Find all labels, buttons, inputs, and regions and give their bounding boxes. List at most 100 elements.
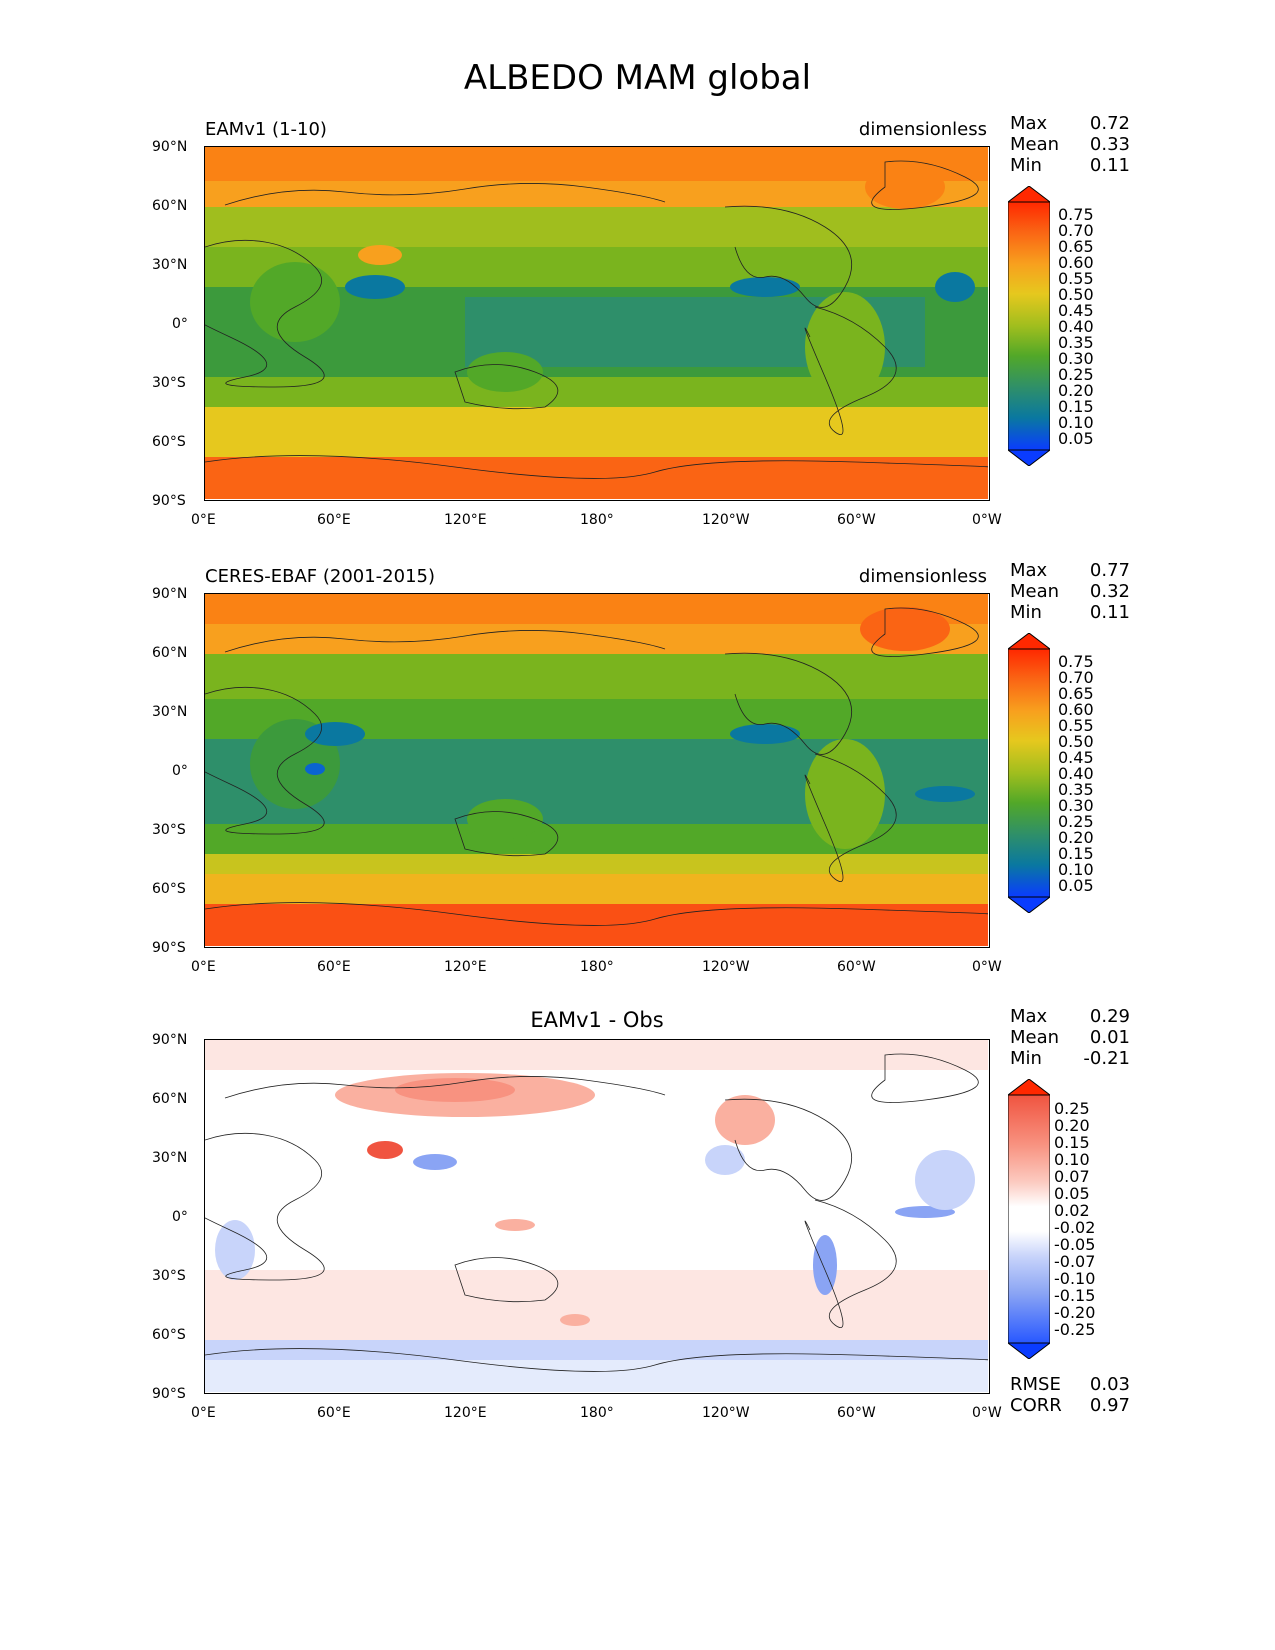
stat-min-value: 0.11 bbox=[1089, 602, 1130, 623]
lat-tick: 30°N bbox=[152, 704, 188, 720]
colorbar-tick: 0.70 bbox=[1058, 221, 1094, 240]
colorbar-tick: 0.50 bbox=[1058, 285, 1094, 304]
lon-tick: 0°W bbox=[972, 512, 1002, 528]
stat-mean-value: 0.01 bbox=[1089, 1027, 1130, 1048]
lat-tick: 90°N bbox=[152, 586, 188, 602]
stat-corr-label: CORR bbox=[1010, 1395, 1062, 1416]
panel-title: EAMv1 (1-10) bbox=[205, 119, 327, 140]
stat-min-label: Min bbox=[1010, 155, 1042, 176]
lat-tick: 60°S bbox=[152, 1327, 186, 1343]
colorbar-tick: -0.10 bbox=[1054, 1269, 1096, 1288]
lon-tick: 180° bbox=[580, 1405, 614, 1421]
colorbar-tick: 0.65 bbox=[1058, 237, 1094, 256]
lon-tick: 60°W bbox=[837, 959, 876, 975]
stat-max-value: 0.77 bbox=[1089, 560, 1130, 581]
colorbar-tick: 0.15 bbox=[1058, 844, 1094, 863]
stat-mean-label: Mean bbox=[1010, 134, 1060, 155]
lat-tick: 30°S bbox=[152, 375, 186, 391]
lat-tick: 90°N bbox=[152, 1032, 188, 1048]
colorbar-tick: 0.05 bbox=[1058, 429, 1094, 448]
colorbar-tick: 0.30 bbox=[1058, 796, 1094, 815]
colorbar-tick: 0.10 bbox=[1058, 413, 1094, 432]
stat-mean-value: 0.32 bbox=[1089, 581, 1130, 602]
stat-mean-label: Mean bbox=[1010, 1027, 1060, 1048]
colorbar-tick: 0.75 bbox=[1058, 652, 1094, 671]
colorbar-tick: -0.05 bbox=[1054, 1235, 1096, 1254]
colorbar-tick: 0.65 bbox=[1058, 684, 1094, 703]
lat-tick: 60°N bbox=[152, 645, 188, 661]
colorbar-tick: -0.02 bbox=[1054, 1218, 1096, 1237]
stat-max-label: Max bbox=[1010, 113, 1048, 134]
colorbar-tick: 0.55 bbox=[1058, 269, 1094, 288]
colorbar-tick: 0.05 bbox=[1058, 876, 1094, 895]
lon-tick: 60°W bbox=[837, 512, 876, 528]
lon-tick: 120°W bbox=[702, 959, 750, 975]
lat-tick: 60°N bbox=[152, 1091, 188, 1107]
lat-tick: 0° bbox=[172, 763, 188, 779]
lon-tick: 180° bbox=[580, 512, 614, 528]
colorbar-tick: 0.15 bbox=[1054, 1133, 1090, 1152]
stat-max-label: Max bbox=[1010, 1006, 1048, 1027]
map-obs-albedo bbox=[204, 593, 990, 948]
colorbar-tick: 0.25 bbox=[1058, 812, 1094, 831]
map-difference bbox=[204, 1039, 990, 1394]
stat-corr-value: 0.97 bbox=[1089, 1395, 1130, 1416]
stat-max-label: Max bbox=[1010, 560, 1048, 581]
colorbar-tick: 0.20 bbox=[1054, 1116, 1090, 1135]
colorbar-tick: 0.45 bbox=[1058, 748, 1094, 767]
lat-tick: 0° bbox=[172, 316, 188, 332]
colorbar-tick: 0.60 bbox=[1058, 253, 1094, 272]
colorbar-tick: 0.35 bbox=[1058, 780, 1094, 799]
colorbar-tick: 0.20 bbox=[1058, 381, 1094, 400]
lon-tick: 0°W bbox=[972, 1405, 1002, 1421]
lat-tick: 30°S bbox=[152, 1268, 186, 1284]
lat-tick: 60°S bbox=[152, 881, 186, 897]
lon-tick: 60°E bbox=[317, 1405, 351, 1421]
stat-min-label: Min bbox=[1010, 1048, 1042, 1069]
lat-tick: 30°N bbox=[152, 1150, 188, 1166]
colorbar-tick: 0.60 bbox=[1058, 700, 1094, 719]
stat-max-value: 0.72 bbox=[1089, 113, 1130, 134]
colorbar-tick: -0.07 bbox=[1054, 1252, 1096, 1271]
figure-title: ALBEDO MAM global bbox=[463, 58, 812, 98]
colorbar-tick: 0.20 bbox=[1058, 828, 1094, 847]
colorbar-tick: 0.05 bbox=[1054, 1184, 1090, 1203]
colorbar-tick: 0.15 bbox=[1058, 397, 1094, 416]
lon-tick: 120°W bbox=[702, 512, 750, 528]
lon-tick: 0°W bbox=[972, 959, 1002, 975]
colorbar-tick: 0.50 bbox=[1058, 732, 1094, 751]
lat-tick: 30°N bbox=[152, 257, 188, 273]
stat-min-label: Min bbox=[1010, 602, 1042, 623]
colorbar-tick: 0.30 bbox=[1058, 349, 1094, 368]
colorbar-tick: 0.02 bbox=[1054, 1201, 1090, 1220]
colorbar-tick: 0.40 bbox=[1058, 317, 1094, 336]
panel-title: EAMv1 - Obs bbox=[530, 1008, 664, 1032]
lat-tick: 60°S bbox=[152, 434, 186, 450]
lat-tick: 60°N bbox=[152, 198, 188, 214]
stat-rmse-label: RMSE bbox=[1010, 1374, 1061, 1395]
panel-title: CERES-EBAF (2001-2015) bbox=[205, 566, 436, 587]
colorbar-tick: 0.45 bbox=[1058, 301, 1094, 320]
lon-tick: 0°E bbox=[191, 512, 216, 528]
lat-tick: 0° bbox=[172, 1209, 188, 1225]
lon-tick: 0°E bbox=[191, 1405, 216, 1421]
units-label: dimensionless bbox=[858, 119, 987, 140]
lon-tick: 120°E bbox=[444, 512, 487, 528]
lon-tick: 0°E bbox=[191, 959, 216, 975]
lon-tick: 120°E bbox=[444, 1405, 487, 1421]
lon-tick: 60°W bbox=[837, 1405, 876, 1421]
lat-tick: 90°N bbox=[152, 139, 188, 155]
lat-tick: 90°S bbox=[152, 493, 186, 509]
stat-mean-value: 0.33 bbox=[1089, 134, 1130, 155]
colorbar-tick: 0.75 bbox=[1058, 205, 1094, 224]
colorbar-tick: 0.25 bbox=[1058, 365, 1094, 384]
lat-tick: 90°S bbox=[152, 1386, 186, 1402]
colorbar-tick: 0.10 bbox=[1054, 1150, 1090, 1169]
lat-tick: 30°S bbox=[152, 822, 186, 838]
colorbar-tick: 0.35 bbox=[1058, 333, 1094, 352]
units-label: dimensionless bbox=[858, 566, 987, 587]
colorbar-tick: -0.15 bbox=[1054, 1286, 1096, 1305]
colorbar-tick: 0.55 bbox=[1058, 716, 1094, 735]
colorbar-tick: 0.07 bbox=[1054, 1167, 1090, 1186]
lon-tick: 60°E bbox=[317, 512, 351, 528]
